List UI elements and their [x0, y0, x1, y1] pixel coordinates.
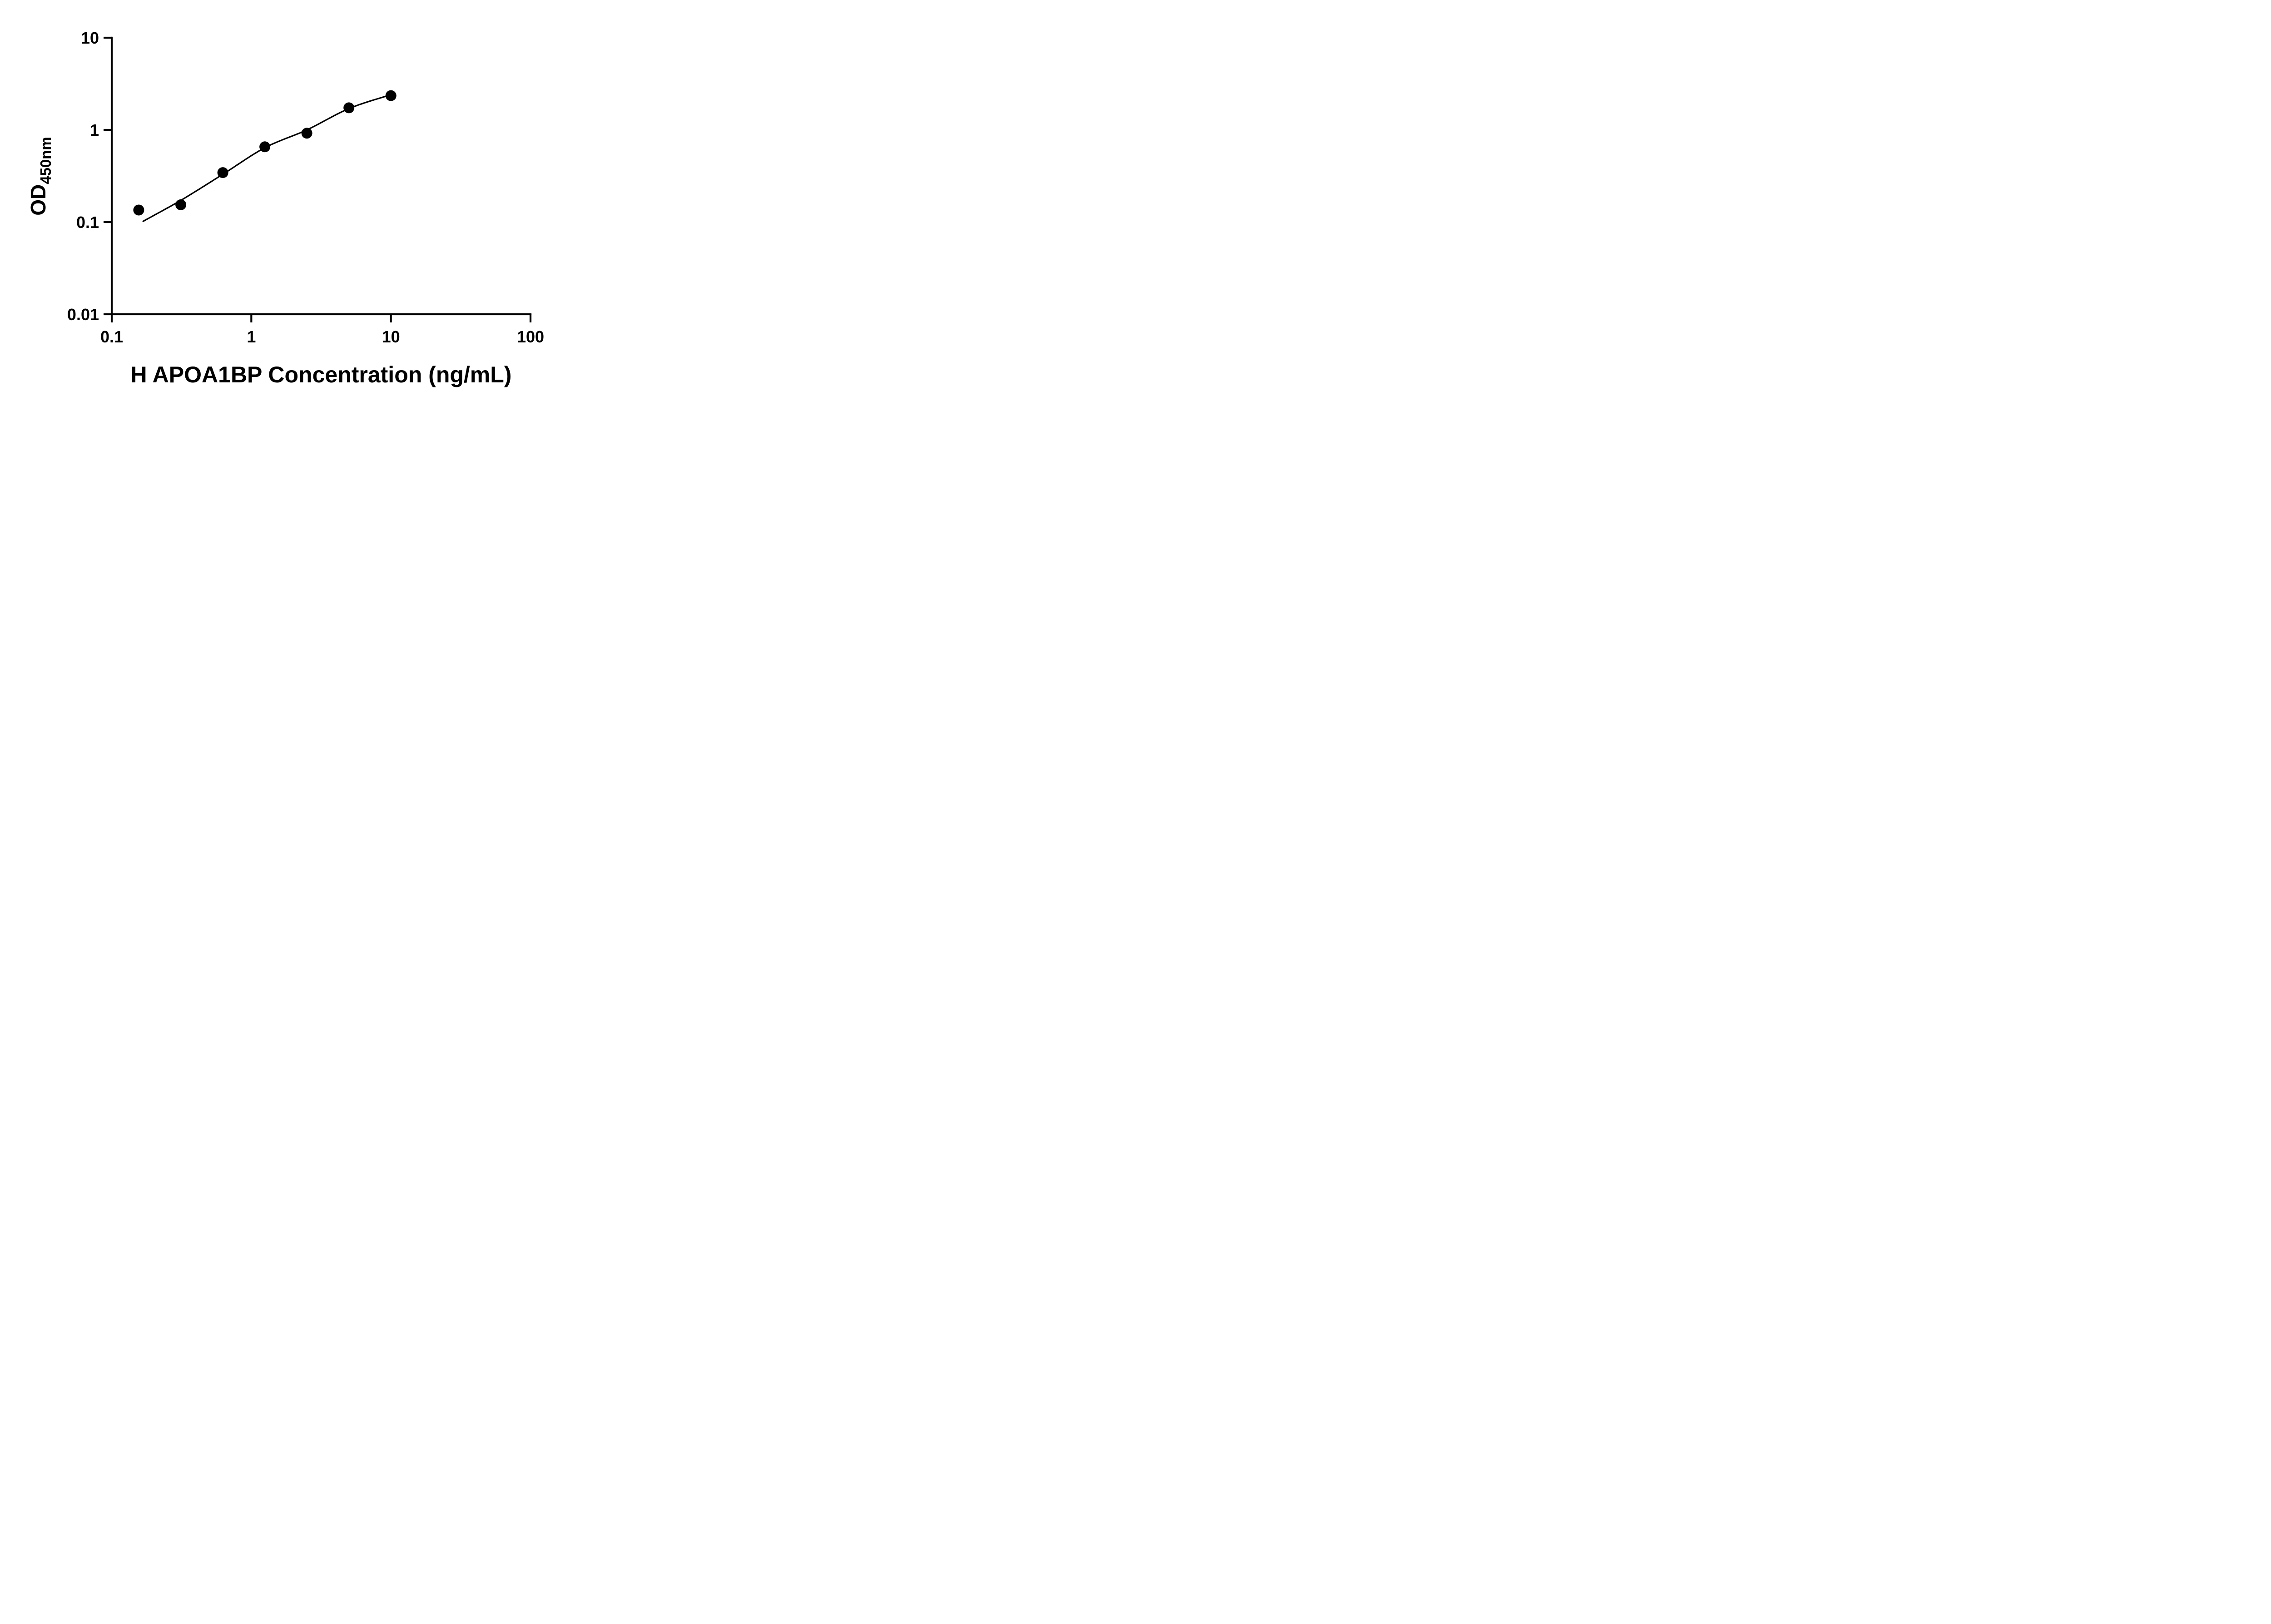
- x-tick-label: 0.1: [100, 327, 123, 346]
- x-axis-title: H APOA1BP Concentration (ng/mL): [131, 362, 512, 387]
- y-axis-ticks: [104, 36, 112, 316]
- axes: [110, 36, 532, 316]
- x-tick-label: 100: [517, 327, 544, 346]
- elisa-standard-curve: 0.1 1 10 100 10 1 0.1 0.01 H APOA1BP Concentra…: [0, 0, 587, 406]
- x-axis-tick-labels: 0.1 1 10 100: [100, 327, 544, 346]
- y-axis-title-subscript: 450nm: [37, 137, 54, 184]
- data-point: [301, 128, 312, 139]
- y-tick-label: 10: [81, 29, 99, 47]
- x-axis-ticks: [110, 314, 532, 322]
- y-axis-tick-labels: 10 1 0.1 0.01: [67, 29, 99, 324]
- y-tick-label: 0.1: [76, 213, 99, 232]
- data-points: [133, 90, 397, 216]
- y-tick-label: 1: [90, 121, 99, 139]
- data-point: [385, 90, 397, 101]
- data-point: [259, 141, 271, 153]
- data-point: [217, 167, 228, 178]
- y-axis-title: OD450nm: [26, 137, 54, 216]
- x-tick-label: 10: [382, 327, 400, 346]
- y-axis-title-main: OD: [26, 184, 50, 216]
- x-tick-label: 1: [247, 327, 256, 346]
- y-tick-label: 0.01: [67, 305, 99, 324]
- data-point: [133, 204, 144, 216]
- data-point: [343, 102, 355, 114]
- data-point: [175, 199, 187, 210]
